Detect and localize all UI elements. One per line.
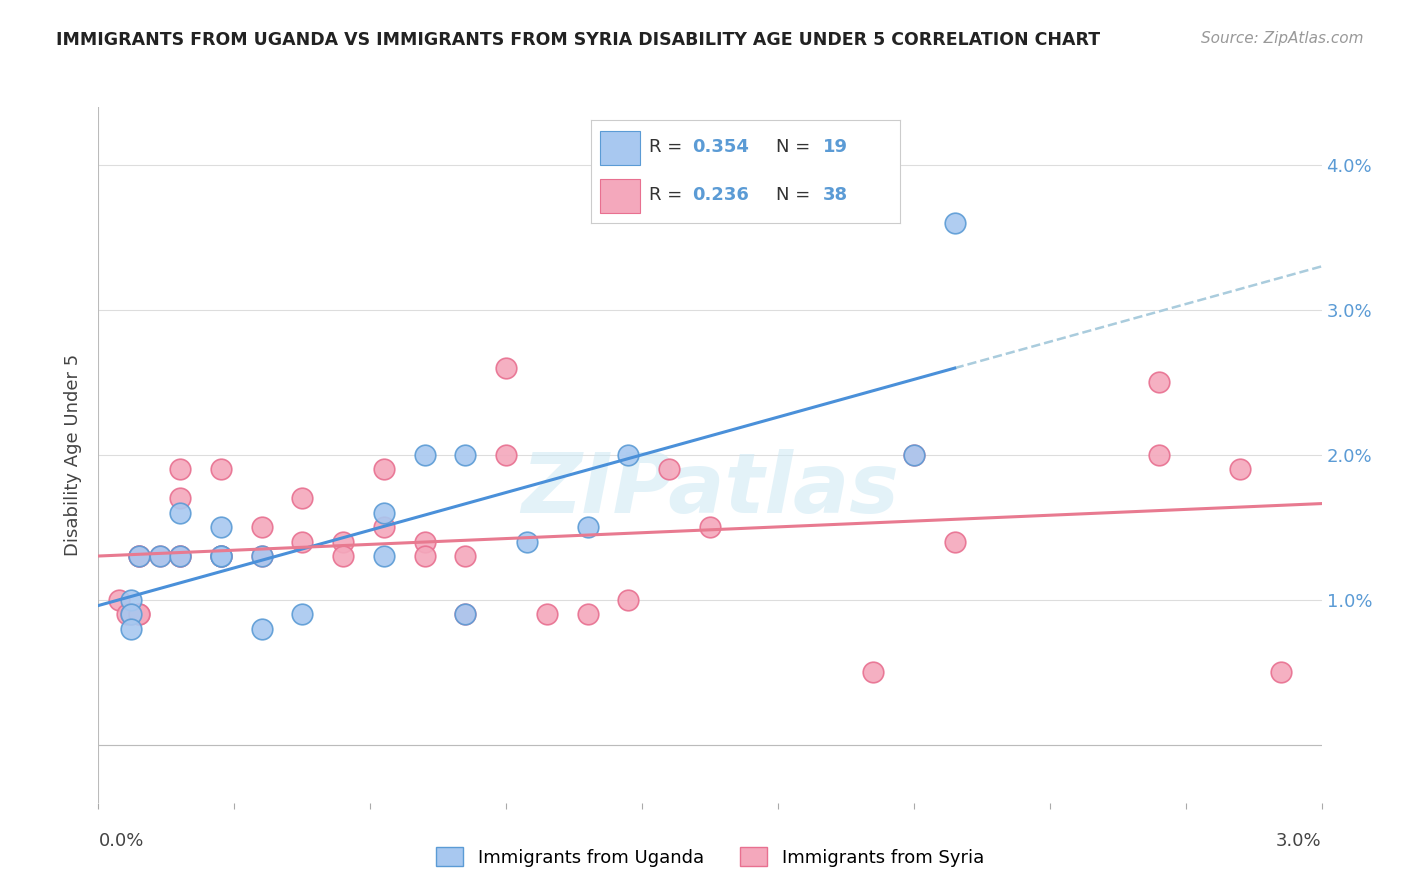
Point [209, 549, 232, 564]
Point [291, 534, 314, 549]
Point [169, 506, 191, 520]
Point [373, 520, 395, 534]
Text: 38: 38 [823, 186, 848, 204]
Point [943, 216, 966, 230]
Point [516, 534, 538, 549]
Point [250, 520, 273, 534]
Point [169, 462, 191, 476]
FancyBboxPatch shape [600, 130, 640, 164]
Point [128, 607, 150, 622]
Point [373, 549, 395, 564]
Point [413, 549, 436, 564]
Point [373, 462, 395, 476]
Point [617, 592, 640, 607]
Point [1147, 448, 1170, 462]
Text: 0.354: 0.354 [693, 138, 749, 156]
Point [169, 491, 191, 506]
Point [120, 592, 142, 607]
Point [209, 549, 232, 564]
Text: ZIPatlas: ZIPatlas [522, 450, 898, 530]
Point [250, 622, 273, 636]
Point [169, 549, 191, 564]
Text: 0.236: 0.236 [693, 186, 749, 204]
Point [943, 534, 966, 549]
Point [1270, 665, 1292, 680]
Point [862, 665, 884, 680]
Point [332, 534, 354, 549]
Point [209, 549, 232, 564]
Text: Source: ZipAtlas.com: Source: ZipAtlas.com [1201, 31, 1364, 46]
Point [291, 491, 314, 506]
Point [291, 607, 314, 622]
Point [576, 520, 599, 534]
Point [454, 607, 477, 622]
Point [209, 549, 232, 564]
Point [413, 448, 436, 462]
Point [128, 549, 150, 564]
Text: N =: N = [776, 138, 815, 156]
Point [1147, 376, 1170, 390]
Text: R =: R = [650, 186, 689, 204]
Point [536, 607, 558, 622]
Point [169, 549, 191, 564]
Point [120, 607, 142, 622]
Text: 0.0%: 0.0% [98, 831, 143, 850]
Point [699, 520, 721, 534]
Point [149, 549, 172, 564]
Y-axis label: Disability Age Under 5: Disability Age Under 5 [65, 354, 83, 556]
Point [120, 607, 142, 622]
Text: IMMIGRANTS FROM UGANDA VS IMMIGRANTS FROM SYRIA DISABILITY AGE UNDER 5 CORRELATI: IMMIGRANTS FROM UGANDA VS IMMIGRANTS FRO… [56, 31, 1101, 49]
Point [250, 549, 273, 564]
Point [149, 549, 172, 564]
Point [128, 549, 150, 564]
Point [332, 549, 354, 564]
Text: 19: 19 [823, 138, 848, 156]
Point [115, 607, 138, 622]
Point [454, 607, 477, 622]
Point [413, 534, 436, 549]
Text: R =: R = [650, 138, 689, 156]
Point [373, 506, 395, 520]
Point [495, 361, 517, 376]
Point [120, 622, 142, 636]
Point [576, 607, 599, 622]
Point [658, 462, 681, 476]
Point [617, 448, 640, 462]
Point [209, 520, 232, 534]
Point [903, 448, 925, 462]
FancyBboxPatch shape [600, 179, 640, 212]
Point [209, 462, 232, 476]
Point [454, 549, 477, 564]
Point [250, 549, 273, 564]
Point [169, 549, 191, 564]
Text: 3.0%: 3.0% [1277, 831, 1322, 850]
Point [903, 448, 925, 462]
Point [1229, 462, 1251, 476]
Point [128, 549, 150, 564]
Legend: Immigrants from Uganda, Immigrants from Syria: Immigrants from Uganda, Immigrants from … [429, 840, 991, 874]
Point [495, 448, 517, 462]
Point [128, 607, 150, 622]
Point [108, 592, 131, 607]
Point [454, 448, 477, 462]
Text: N =: N = [776, 186, 815, 204]
